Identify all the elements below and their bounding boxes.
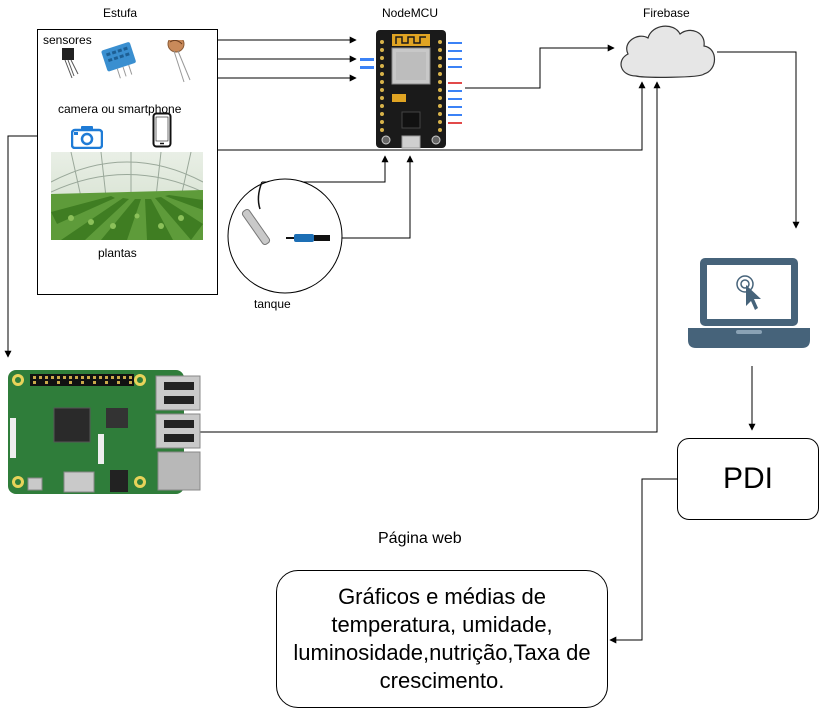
camera-icon (71, 126, 103, 149)
sensores-label: sensores (43, 33, 92, 47)
light-sensor-icon (167, 40, 191, 83)
smartphone-icon (152, 112, 172, 148)
webpage-box: Gráficos e médias de temperatura, umidad… (276, 570, 608, 708)
tank-wire-2 (338, 155, 414, 239)
ph-probe-icon (286, 234, 330, 242)
raspberry-to-firebase (200, 81, 661, 433)
camera-label: camera ou smartphone (58, 102, 182, 116)
pdi-to-webpage (609, 478, 677, 644)
phone-to-firebase (170, 81, 646, 151)
pagina-web-label: Página web (378, 530, 462, 547)
laptop-icon (688, 258, 810, 348)
raspberry-pi-board (8, 370, 201, 494)
cloud-icon (620, 25, 716, 78)
estufa-label: Estufa (103, 6, 138, 20)
nodemcu-board (360, 30, 462, 149)
nodemcu-label: NodeMCU (382, 6, 439, 20)
firebase-label: Firebase (643, 6, 690, 20)
pdi-box: PDI (677, 438, 819, 520)
tanque-label: tanque (254, 297, 291, 311)
temperature-sensor-icon (62, 48, 79, 79)
humidity-sensor-icon (101, 42, 136, 79)
plantas-label: plantas (98, 246, 137, 260)
tank-sensors-circle (227, 178, 343, 294)
temperature-probe-icon (241, 209, 271, 245)
sensors-group (62, 40, 191, 83)
greenhouse-image (51, 152, 203, 240)
nodemcu-to-firebase (465, 44, 615, 89)
firebase-to-laptop (717, 51, 800, 229)
